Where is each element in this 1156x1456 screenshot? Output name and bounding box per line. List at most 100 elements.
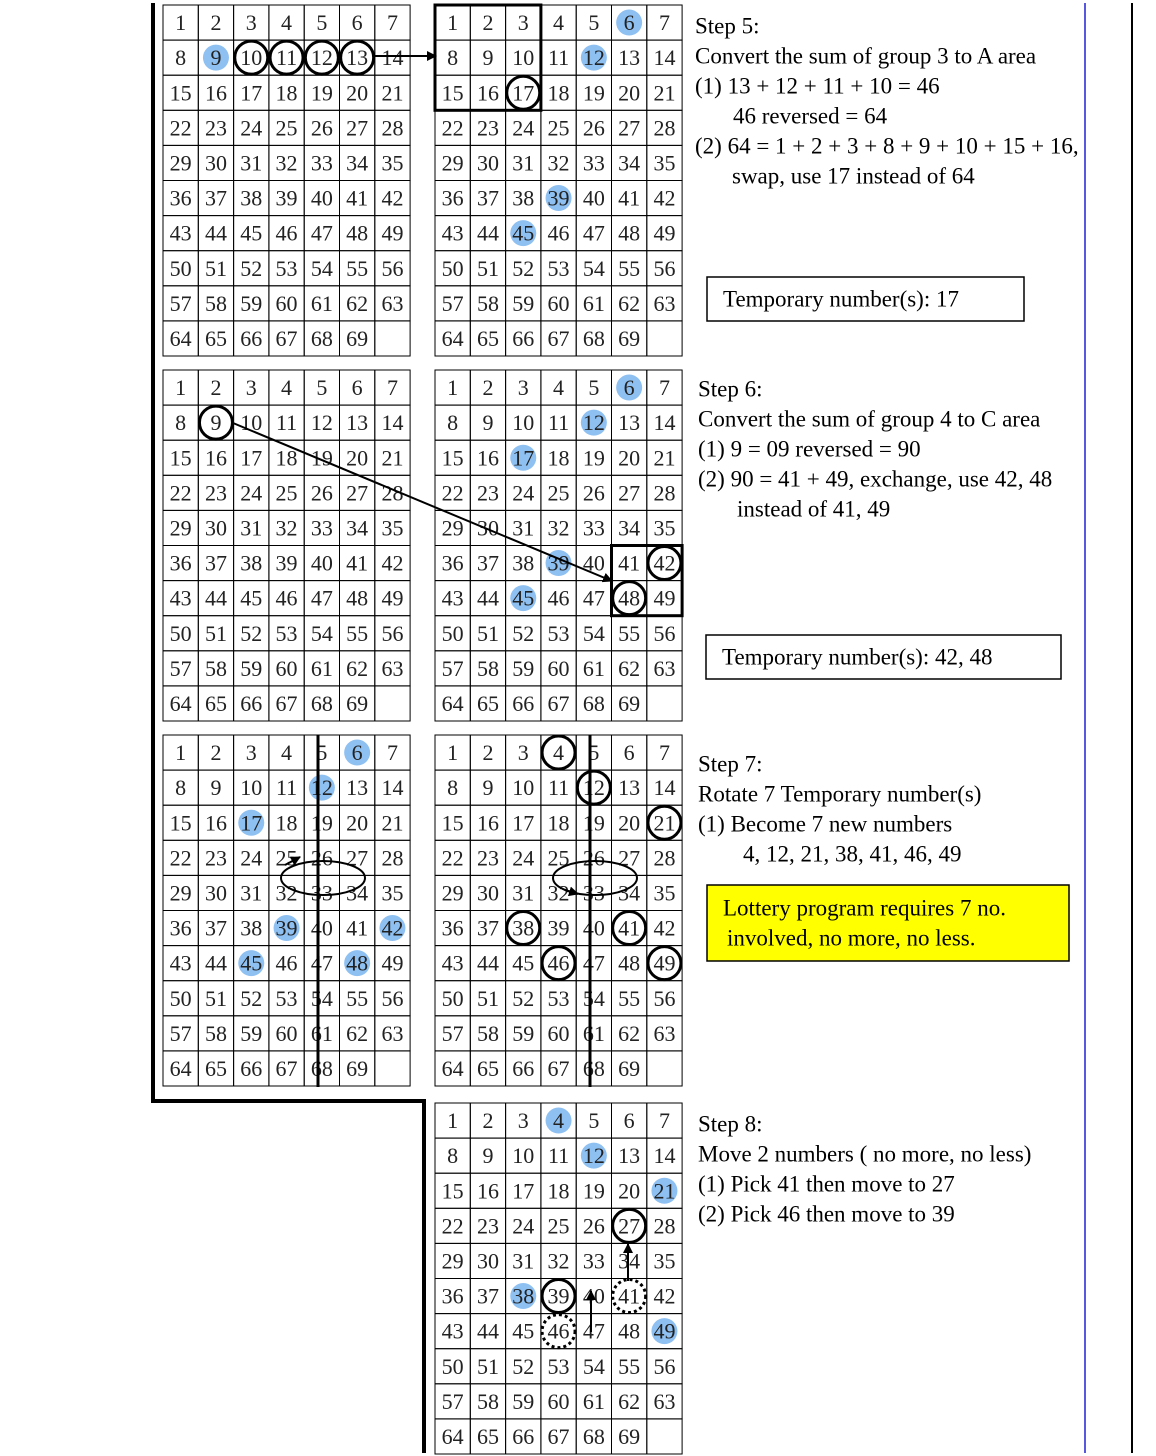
highlight <box>510 444 537 471</box>
cell-number: 34 <box>618 515 640 540</box>
cell-number: 14 <box>653 1143 675 1168</box>
cell-number: 20 <box>346 445 368 470</box>
arrow <box>284 856 301 866</box>
cell-number: 6 <box>624 375 635 400</box>
cell-number: 27 <box>618 115 640 140</box>
cell-number: 30 <box>477 515 499 540</box>
cell-number: 4 <box>281 740 292 765</box>
cell-number: 27 <box>618 845 640 870</box>
cell-number: 5 <box>588 10 599 35</box>
cell-number: 61 <box>583 1389 605 1414</box>
cell-number: 5 <box>316 375 327 400</box>
cell-number: 68 <box>583 1424 605 1449</box>
cell-number: 27 <box>346 115 368 140</box>
cell-number: 16 <box>205 80 227 105</box>
cell-number: 12 <box>311 410 333 435</box>
cell-number: 23 <box>205 480 227 505</box>
cell-number: 7 <box>387 375 398 400</box>
cell-number: 56 <box>653 986 675 1011</box>
cell-number: 9 <box>482 410 493 435</box>
grid-cell <box>646 685 683 722</box>
cell-number: 23 <box>477 115 499 140</box>
cell-number: 20 <box>346 80 368 105</box>
cell-number: 10 <box>512 1143 534 1168</box>
cell-number: 15 <box>170 445 192 470</box>
cell-number: 7 <box>387 740 398 765</box>
cell-number: 2 <box>210 10 221 35</box>
cell-number: 27 <box>618 1213 640 1238</box>
cell-number: 67 <box>276 326 298 351</box>
highlight <box>510 1283 537 1310</box>
rotation-ellipse <box>552 860 638 896</box>
cell-number: 24 <box>512 845 534 870</box>
cell-number: 19 <box>583 445 605 470</box>
box-text: Temporary number(s): 17 <box>723 287 959 312</box>
step-text: Step 5: <box>695 14 760 39</box>
cell-number: 35 <box>653 880 675 905</box>
cell-number: 40 <box>583 551 605 576</box>
cell-number: 8 <box>175 410 186 435</box>
cell-number: 40 <box>583 186 605 211</box>
highlight <box>202 44 229 71</box>
cell-number: 69 <box>346 326 368 351</box>
cell-number: 25 <box>276 115 298 140</box>
cell-number: 2 <box>482 10 493 35</box>
cell-number: 60 <box>276 1021 298 1046</box>
cell-number: 55 <box>346 256 368 281</box>
cell-number: 20 <box>618 1178 640 1203</box>
cell-number: 69 <box>346 691 368 716</box>
cell-number: 16 <box>477 80 499 105</box>
cell-number: 58 <box>477 291 499 316</box>
cell-number: 69 <box>346 1056 368 1081</box>
cell-number: 68 <box>311 1056 333 1081</box>
cell-number: 48 <box>618 951 640 976</box>
cell-number: 59 <box>240 656 262 681</box>
cell-number: 3 <box>518 1108 529 1133</box>
cell-number: 42 <box>381 551 403 576</box>
highlight <box>545 185 572 212</box>
cell-number: 19 <box>583 810 605 835</box>
cell-number: 32 <box>276 880 298 905</box>
cell-number: 33 <box>311 880 333 905</box>
cell-number: 13 <box>618 410 640 435</box>
cell-number: 54 <box>583 1354 605 1379</box>
cell-number: 12 <box>583 1143 605 1168</box>
cell-number: 30 <box>205 515 227 540</box>
cell-number: 25 <box>548 845 570 870</box>
cell-number: 3 <box>518 740 529 765</box>
cell-number: 37 <box>477 916 499 941</box>
cell-number: 15 <box>442 445 464 470</box>
cell-number: 48 <box>346 586 368 611</box>
cell-number: 60 <box>548 1021 570 1046</box>
cell-number: 31 <box>512 880 534 905</box>
cell-number: 51 <box>477 986 499 1011</box>
cell-number: 8 <box>447 45 458 70</box>
cell-number: 35 <box>653 515 675 540</box>
cell-number: 49 <box>381 951 403 976</box>
cell-number: 26 <box>311 845 333 870</box>
cell-number: 15 <box>442 80 464 105</box>
step-text: (1) 13 + 12 + 11 + 10 = 46 <box>695 74 940 99</box>
cell-number: 21 <box>653 1178 675 1203</box>
cell-number: 56 <box>653 1354 675 1379</box>
cell-number: 42 <box>653 186 675 211</box>
cell-number: 4 <box>553 740 564 765</box>
step-text: (1) 9 = 09 reversed = 90 <box>698 437 921 462</box>
cell-number: 66 <box>512 691 534 716</box>
cell-number: 19 <box>311 445 333 470</box>
highlight <box>238 809 265 836</box>
cell-number: 8 <box>175 45 186 70</box>
cell-number: 13 <box>618 45 640 70</box>
cell-number: 4 <box>281 10 292 35</box>
cell-number: 55 <box>346 986 368 1011</box>
cell-number: 31 <box>512 515 534 540</box>
cell-number: 30 <box>205 150 227 175</box>
cell-number: 14 <box>381 410 403 435</box>
circle-mark <box>646 804 683 841</box>
cell-number: 57 <box>442 1389 464 1414</box>
cell-number: 64 <box>442 1424 464 1449</box>
